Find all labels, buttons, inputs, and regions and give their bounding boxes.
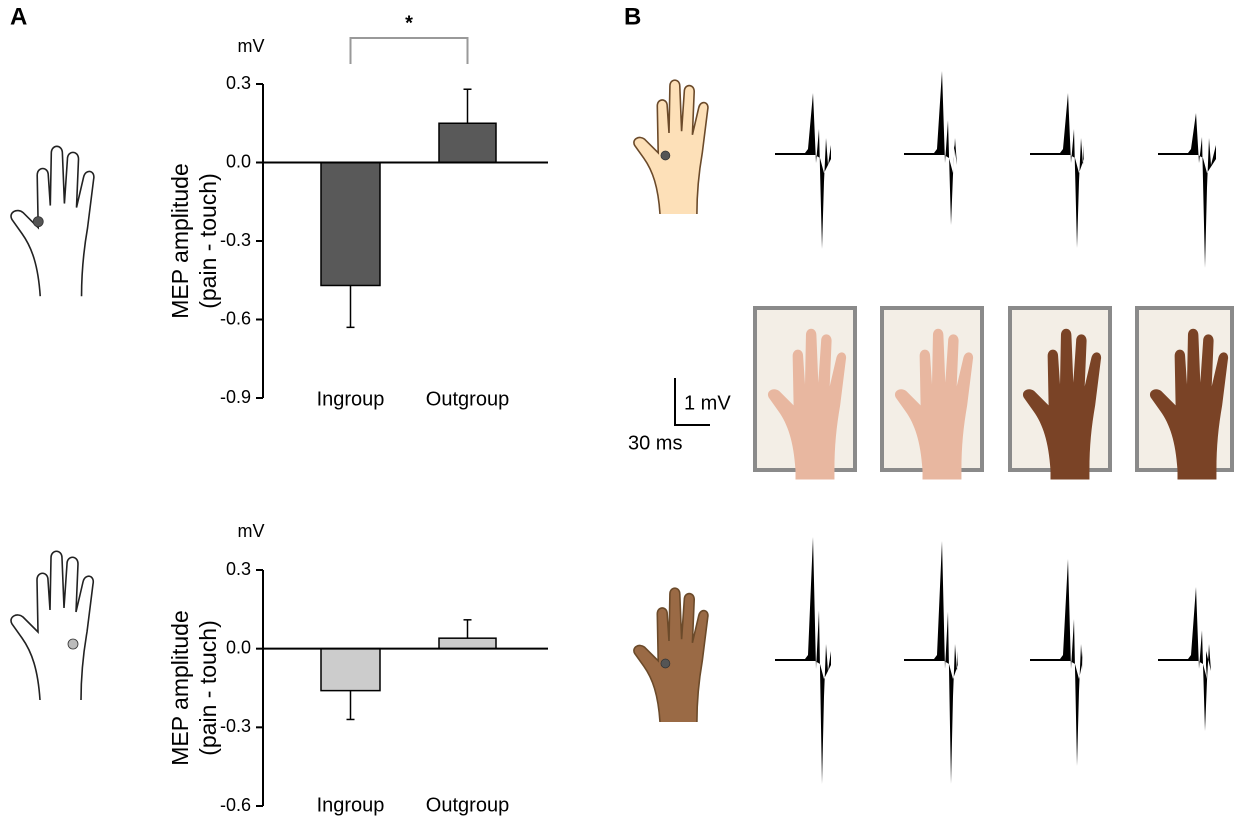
y-tick-label: -0.3 [220,716,251,736]
photo-hand-shape [1149,328,1229,480]
y-axis-label: MEP amplitude [167,163,193,319]
electrode [67,638,79,650]
y-tick-label: 0.0 [226,151,251,171]
x-tick-label: Ingroup [317,794,385,816]
error-bar [346,285,355,329]
x-tick-label: Outgroup [426,388,509,410]
hand-outline [10,145,95,297]
photo-hand [1022,328,1102,480]
photo-hand-shape [894,328,974,480]
bar [438,122,497,164]
bar [438,637,497,650]
y-axis-label: (pain - touch) [195,620,221,756]
significance-bracket [349,37,469,64]
hand-illustration [633,587,709,723]
panel-label: B [624,3,641,30]
mep-trace [904,541,958,784]
y-axis-label: (pain - touch) [195,173,221,309]
significance-marker: * [405,12,413,34]
y-tick-label: 0.0 [226,637,251,657]
y-tick-label: -0.9 [220,387,251,407]
electrode [660,658,671,669]
electrode [32,216,44,228]
y-unit: mV [238,36,265,56]
y-tick-label: 0.3 [226,73,251,93]
error-bar [463,619,472,639]
photo-hand-shape [767,328,847,480]
hand-outline [633,587,709,723]
mep-trace [775,537,831,784]
mep-trace [1030,93,1084,248]
hand-illustration [633,79,709,215]
photo-hand [767,328,847,480]
mep-trace [1030,559,1083,766]
bar [320,161,381,287]
y-tick-label: -0.6 [220,308,251,328]
mep-trace [1158,587,1211,731]
x-tick-label: Ingroup [317,388,385,410]
panel-label: A [10,3,27,30]
y-tick-label: -0.6 [220,795,251,815]
hand-illustration [10,550,95,701]
photo-hand [894,328,974,480]
hand-illustration [10,145,95,297]
bar [320,647,381,692]
mep-trace [904,71,957,225]
y-axis-label: MEP amplitude [167,610,193,766]
error-bar [346,690,355,721]
error-bar [463,88,472,124]
scale-bar-lines [674,378,710,426]
electrode [660,150,671,161]
scale-amplitude: 1 mV [684,392,731,414]
y-unit: mV [238,521,265,541]
y-tick-label: -0.3 [220,230,251,250]
photo-hand [1149,328,1229,480]
photo-hand-shape [1022,328,1102,480]
x-tick-label: Outgroup [426,794,509,816]
scale-bar: 1 mV 30 ms [628,378,731,454]
hand-outline [633,79,709,215]
scale-time: 30 ms [628,432,682,454]
mep-trace [775,93,831,249]
mep-trace [1158,113,1216,268]
y-tick-label: 0.3 [226,559,251,579]
hand-outline [10,550,95,701]
